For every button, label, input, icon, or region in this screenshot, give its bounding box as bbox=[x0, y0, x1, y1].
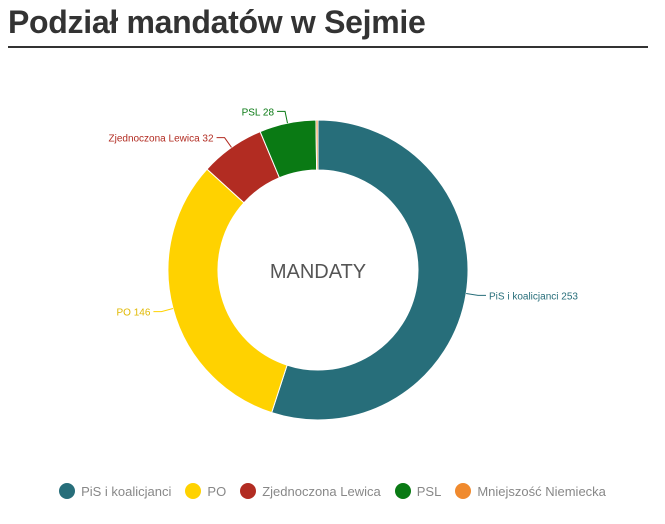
legend-item-pis-i-koalicjanci[interactable]: PiS i koalicjanci bbox=[59, 483, 171, 499]
legend-swatch-icon bbox=[59, 483, 76, 499]
legend-swatch-icon bbox=[455, 483, 472, 499]
slice-mniejszosc-niemiecka[interactable] bbox=[315, 119, 319, 171]
page-title: Podział mandatów w Sejmie bbox=[8, 4, 426, 40]
slice-po[interactable] bbox=[167, 168, 288, 414]
label-connector-psl bbox=[277, 110, 288, 124]
chart-legend: PiS i koalicjanci PO Zjednoczona Lewica PSL… bbox=[0, 483, 665, 499]
center-label: MANDATY bbox=[270, 261, 366, 283]
data-label-zjednoczona-lewica: Zjednoczona Lewica 32 bbox=[108, 134, 214, 145]
data-label-psl: PSL 28 bbox=[242, 107, 275, 118]
legend-label: PiS i koalicjanci bbox=[81, 483, 172, 499]
slice-pis-i-koalicjanci[interactable] bbox=[271, 119, 469, 421]
data-label-po: PO 146 bbox=[117, 308, 151, 319]
label-connector-po bbox=[153, 308, 174, 313]
legend-label: Mniejszość Niemiecka bbox=[477, 483, 606, 499]
label-connector-zjednoczona-lewica bbox=[216, 137, 232, 148]
label-connector-pis-i-koalicjanci bbox=[466, 292, 487, 296]
title-divider bbox=[8, 46, 648, 48]
legend-label: PSL bbox=[416, 483, 442, 499]
legend-item-psl[interactable]: PSL bbox=[394, 483, 442, 499]
legend-item-zjednoczona-lewica[interactable]: Zjednoczona Lewica bbox=[240, 483, 381, 499]
legend-swatch-icon bbox=[240, 483, 257, 499]
legend-item-mniejszosc-niemiecka[interactable]: Mniejszość Niemiecka bbox=[455, 483, 606, 499]
legend-label: PO bbox=[207, 483, 227, 499]
data-label-pis-i-koalicjanci: PiS i koalicjanci 253 bbox=[489, 291, 578, 302]
legend-label: Zjednoczona Lewica bbox=[262, 483, 381, 499]
donut-chart: PiS i koalicjanci 253 PO 146 Zjednoczona L… bbox=[108, 107, 578, 421]
legend-swatch-icon bbox=[185, 483, 202, 499]
legend-swatch-icon bbox=[394, 483, 411, 499]
legend-item-po[interactable]: PO bbox=[185, 483, 226, 499]
